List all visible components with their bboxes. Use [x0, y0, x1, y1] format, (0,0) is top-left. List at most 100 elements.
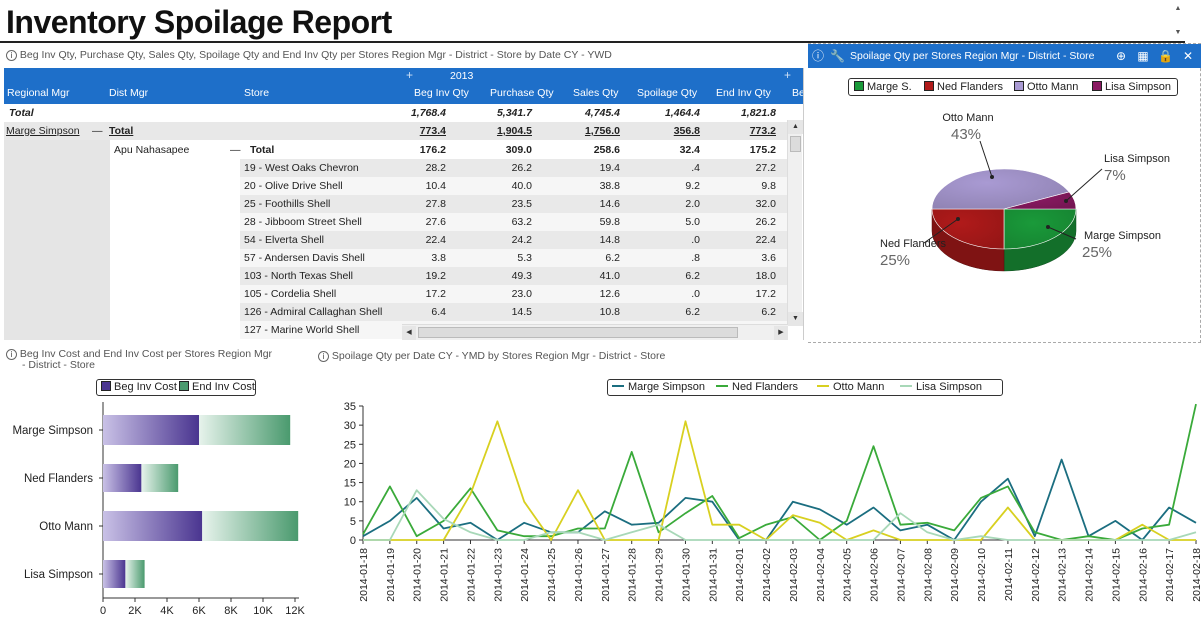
- table-row: 19 - West Oaks Chevron 28.2 26.2 19.4 .4 27.2: [240, 159, 787, 177]
- legend-item[interactable]: Ned Flanders: [716, 381, 798, 393]
- collapse-icon[interactable]: —: [92, 125, 103, 137]
- col-sales-qty[interactable]: Sales Qty: [573, 87, 619, 99]
- bar-beg-inv-cost[interactable]: [103, 560, 126, 588]
- x-tick-label: 2014-02-11: [1003, 548, 1015, 601]
- cell-store[interactable]: 105 - Cordelia Shell: [244, 288, 337, 300]
- col-spoilage-qty[interactable]: Spoilage Qty: [637, 87, 698, 99]
- col-regional-mgr[interactable]: Regional Mgr: [7, 87, 70, 99]
- scroll-up-icon[interactable]: ▲: [1174, 5, 1182, 12]
- pie-slice-otto-mann[interactable]: [931, 168, 1070, 210]
- info-icon[interactable]: ⓘ: [811, 49, 824, 63]
- bar-legend: Beg Inv Cost End Inv Cost: [96, 379, 256, 396]
- legend-item[interactable]: Otto Mann: [1014, 81, 1078, 93]
- bar-beg-inv-cost[interactable]: [103, 511, 203, 541]
- line-series-lisa-simpson[interactable]: [363, 489, 1197, 541]
- district-total-label: Total: [250, 144, 275, 156]
- lock-icon[interactable]: 🔒: [1158, 49, 1173, 63]
- bar-category-label: Ned Flanders: [24, 473, 93, 485]
- x-tick-label: 2014-01-24: [519, 548, 531, 602]
- scroll-down-icon[interactable]: ▼: [788, 312, 803, 326]
- cell-spoilage: 9.2: [685, 180, 700, 192]
- pie-slice-marge-simpson[interactable]: [1003, 208, 1077, 250]
- scroll-left-icon[interactable]: ◀: [402, 326, 416, 340]
- x-tick-label: 2014-01-25: [546, 548, 558, 602]
- cell-store[interactable]: 57 - Andersen Davis Shell: [244, 252, 365, 264]
- cell-beg: 22.4: [425, 234, 446, 246]
- legend-item[interactable]: Lisa Simpson: [900, 381, 982, 393]
- cell-purchase: 23.5: [511, 198, 532, 210]
- cell-store[interactable]: 19 - West Oaks Chevron: [244, 162, 359, 174]
- add-icon[interactable]: ⊕: [1115, 49, 1127, 63]
- x-tick-label: 2K: [128, 605, 142, 617]
- cell-beg: 6.4: [431, 306, 446, 318]
- pie-chart[interactable]: Marge Simpson 25% Ned Flanders 25% Otto Mann…: [808, 99, 1201, 349]
- table-vertical-scrollbar[interactable]: ▲ ▼: [787, 120, 803, 326]
- info-icon[interactable]: i: [318, 350, 329, 362]
- pie-leader-line: [1047, 226, 1077, 240]
- col-dist-mgr[interactable]: Dist Mgr: [109, 87, 149, 99]
- col-store[interactable]: Store: [244, 87, 270, 99]
- scroll-up-icon[interactable]: ▲: [788, 120, 803, 134]
- expand-plus-icon[interactable]: +: [784, 68, 792, 82]
- page-scrollbar[interactable]: ▲ ▼: [1173, 4, 1183, 38]
- legend-item[interactable]: Lisa Simpson: [1092, 81, 1171, 93]
- cell-store[interactable]: 20 - Olive Drive Shell: [244, 180, 343, 192]
- pie-label-name: Otto Mann: [942, 112, 993, 124]
- legend-item[interactable]: Marge S.: [854, 81, 912, 93]
- cell-store[interactable]: 25 - Foothills Shell: [244, 198, 331, 210]
- scroll-thumb[interactable]: [418, 327, 738, 338]
- collapse-icon[interactable]: —: [230, 144, 241, 156]
- bar-chart[interactable]: Marge Simpson Ned Flanders Otto Mann Lisa S…: [0, 398, 320, 623]
- cell-store[interactable]: 126 - Admiral Callaghan Shell: [244, 306, 383, 318]
- cell-sales: 14.8: [599, 234, 620, 246]
- cell-end: 27.2: [755, 162, 776, 174]
- col-end-inv-qty[interactable]: End Inv Qty: [716, 87, 771, 99]
- col-beg-inv-qty[interactable]: Beg Inv Qty: [414, 87, 469, 99]
- legend-label: Ned Flanders: [732, 381, 799, 393]
- close-icon[interactable]: ✕: [1182, 49, 1194, 63]
- line-series-ned-flanders[interactable]: [362, 403, 1197, 541]
- pie-legend: Marge S. Ned Flanders Otto Mann Lisa Sim…: [848, 78, 1178, 96]
- scroll-right-icon[interactable]: ▶: [774, 326, 788, 340]
- line-chart[interactable]: 0 5 10 15 20 25 30 35 2014-01-18 2014-01-19 2014-0…: [330, 400, 1200, 625]
- cell-spoilage: 356.8: [673, 125, 700, 137]
- wrench-icon[interactable]: 🔧: [830, 49, 845, 63]
- legend-item[interactable]: Marge Simpson: [612, 381, 705, 393]
- cell-store[interactable]: 54 - Elverta Shell: [244, 234, 324, 246]
- legend-item[interactable]: Otto Mann: [817, 381, 884, 393]
- expand-plus-icon[interactable]: +: [406, 68, 414, 82]
- x-tick-label: 2014-02-12: [1030, 548, 1042, 602]
- bar-end-inv-cost[interactable]: [199, 415, 291, 445]
- pie-leader-dot: [1046, 225, 1050, 229]
- grid-icon[interactable]: ▦: [1137, 49, 1149, 63]
- legend-item[interactable]: Beg Inv Cost: [101, 381, 177, 393]
- table-horizontal-scrollbar[interactable]: ◀ ▶: [402, 324, 788, 340]
- x-tick-label: 4K: [160, 605, 174, 617]
- bar-end-inv-cost[interactable]: [125, 560, 145, 588]
- bar-beg-inv-cost[interactable]: [103, 415, 199, 445]
- y-tick-label: 5: [350, 516, 356, 528]
- region-mgr-link[interactable]: Marge Simpson: [6, 125, 80, 137]
- scroll-down-icon[interactable]: ▼: [1174, 29, 1182, 36]
- x-tick-label: 2014-01-31: [707, 548, 719, 602]
- cell-store[interactable]: 28 - Jibboom Street Shell: [244, 216, 362, 228]
- pie-slice-lisa-simpson[interactable]: [1003, 191, 1077, 210]
- cell-purchase: 24.2: [511, 234, 532, 246]
- pie-panel-title: Spoilage Qty per Stores Region Mgr - Dis…: [850, 50, 1095, 62]
- scroll-thumb[interactable]: [790, 136, 801, 152]
- info-icon[interactable]: i: [6, 49, 17, 61]
- x-tick-label: 2014-02-18: [1191, 548, 1200, 602]
- legend-item[interactable]: End Inv Cost: [179, 381, 255, 393]
- legend-label: Ned Flanders: [937, 81, 1004, 93]
- cell-store[interactable]: 103 - North Texas Shell: [244, 270, 353, 282]
- cell-store[interactable]: 127 - Marine World Shell: [244, 324, 360, 336]
- bar-end-inv-cost[interactable]: [141, 464, 179, 492]
- col-purchase-qty[interactable]: Purchase Qty: [490, 87, 554, 99]
- info-icon[interactable]: i: [6, 349, 17, 360]
- pie-slice-ned-flanders[interactable]: [931, 208, 1005, 250]
- bar-beg-inv-cost[interactable]: [103, 464, 142, 492]
- legend-item[interactable]: Ned Flanders: [924, 81, 1003, 93]
- bar-end-inv-cost[interactable]: [202, 511, 299, 541]
- cell-beg: 27.6: [425, 216, 446, 228]
- district-mgr[interactable]: Apu Nahasapee: [114, 144, 190, 156]
